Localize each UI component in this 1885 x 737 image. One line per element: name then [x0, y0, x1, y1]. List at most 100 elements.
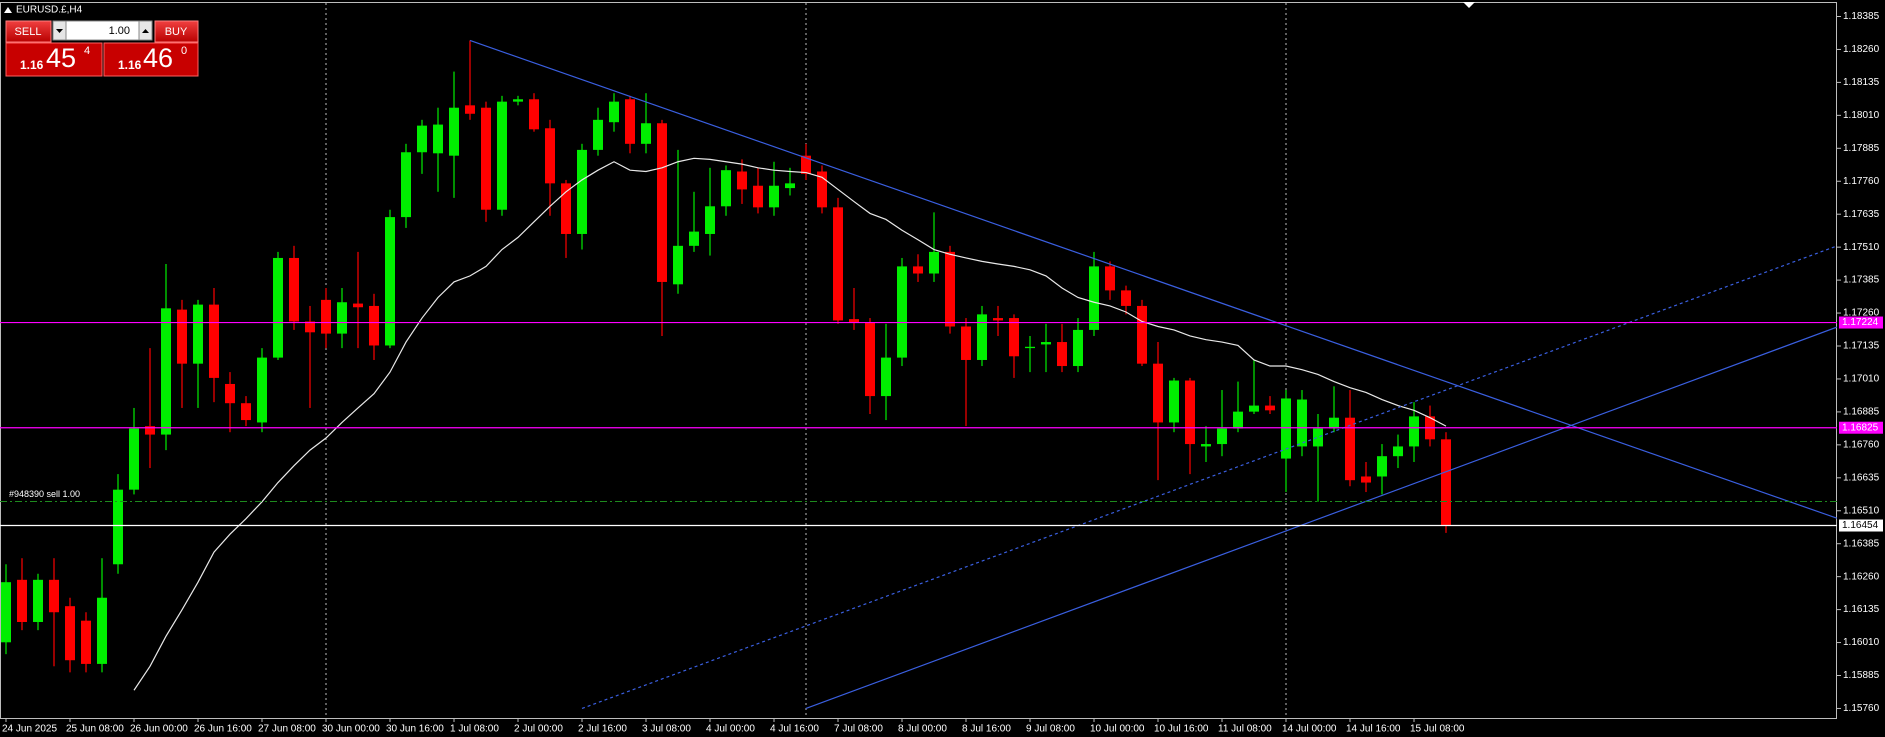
- candle-body: [1169, 380, 1179, 423]
- candle-body: [337, 302, 347, 334]
- x-tick-label: 2 Jul 00:00: [514, 724, 563, 735]
- candle-body: [1, 582, 11, 643]
- candle-body: [737, 171, 747, 190]
- order-label: #948390 sell 1.00: [9, 489, 80, 499]
- x-tick-label: 4 Jul 16:00: [770, 724, 819, 735]
- candle-body: [161, 308, 171, 435]
- x-tick-label: 4 Jul 00:00: [706, 724, 755, 735]
- y-tick-label: 1.17885: [1843, 143, 1880, 154]
- candle-body: [1377, 456, 1387, 477]
- price-tag-label: 1.16454: [1842, 520, 1879, 531]
- x-tick-label: 7 Jul 08:00: [834, 724, 883, 735]
- candle-body: [721, 170, 731, 207]
- candle-body: [385, 217, 395, 346]
- plot-frame: [0, 2, 1837, 719]
- x-tick-label: 30 Jun 16:00: [386, 724, 444, 735]
- collapse-icon[interactable]: [4, 7, 12, 13]
- candle-body: [1313, 428, 1323, 447]
- down-arrow: [56, 29, 63, 33]
- x-tick-label: 9 Jul 08:00: [1026, 724, 1075, 735]
- up-arrow: [142, 29, 149, 33]
- candle-body: [849, 319, 859, 323]
- trend-line: [805, 326, 1837, 710]
- lot-value[interactable]: 1.00: [109, 25, 130, 37]
- price-tag: [1839, 316, 1883, 329]
- trade-panel: SELL 1.00 BUY 1.16 45 4 1.16 46 0: [5, 20, 199, 77]
- x-tick-label: 8 Jul 16:00: [962, 724, 1011, 735]
- candle-body: [753, 185, 763, 208]
- y-tick-label: 1.16135: [1843, 604, 1880, 615]
- candle-body: [593, 119, 603, 150]
- candle-body: [1409, 416, 1419, 447]
- x-tick-label: 2 Jul 16:00: [578, 724, 627, 735]
- candle-body: [1249, 405, 1259, 412]
- candle-body: [817, 171, 827, 208]
- x-tick-label: 1 Jul 08:00: [450, 724, 499, 735]
- ask-big: 46: [143, 43, 173, 73]
- candle-body: [305, 321, 315, 333]
- price-tag: [1839, 519, 1883, 532]
- candle-body: [577, 149, 587, 234]
- x-tick-label: 27 Jun 08:00: [258, 724, 316, 735]
- candle-body: [945, 251, 955, 327]
- x-tick-label: 3 Jul 08:00: [642, 724, 691, 735]
- candle-body: [193, 304, 203, 364]
- candle-body: [1089, 266, 1099, 330]
- candle-body: [1185, 380, 1195, 445]
- x-tick-label: 8 Jul 00:00: [898, 724, 947, 735]
- candle-body: [1105, 266, 1115, 291]
- candle-body: [1201, 444, 1211, 447]
- price-tag-label: 1.16825: [1842, 422, 1879, 433]
- y-tick-label: 1.17135: [1843, 341, 1880, 352]
- candle-body: [897, 266, 907, 358]
- buy-button[interactable]: [154, 20, 199, 43]
- x-tick-label: 14 Jul 16:00: [1346, 724, 1401, 735]
- candle-body: [33, 579, 43, 622]
- candle-body: [321, 299, 331, 334]
- bid-box[interactable]: [5, 42, 103, 77]
- sell-button[interactable]: [5, 20, 52, 43]
- buy-label[interactable]: BUY: [165, 26, 188, 38]
- candle-body: [961, 326, 971, 360]
- symbol-title: EURUSD.£,H4: [16, 5, 83, 16]
- y-tick-label: 1.16260: [1843, 571, 1880, 582]
- candle-body: [369, 305, 379, 346]
- candle-body: [1361, 476, 1371, 483]
- candle-body: [1329, 417, 1339, 429]
- candle-body: [1025, 346, 1035, 349]
- candle-body: [529, 99, 539, 130]
- candle-body: [433, 124, 443, 154]
- ask-box[interactable]: [103, 42, 199, 77]
- candle-body: [17, 579, 27, 622]
- candle-body: [145, 426, 155, 435]
- candle-body: [545, 128, 555, 184]
- y-tick-label: 1.16760: [1843, 439, 1880, 450]
- candle-body: [801, 155, 811, 174]
- y-tick-label: 1.18010: [1843, 110, 1880, 121]
- price-tag-label: 1.17224: [1842, 317, 1879, 328]
- x-tick-label: 11 Jul 08:00: [1218, 724, 1272, 735]
- candle-body: [1233, 411, 1243, 429]
- candle-body: [641, 123, 651, 144]
- candle-body: [609, 101, 619, 123]
- plot-area: [0, 39, 1837, 710]
- y-tick-label: 1.18135: [1843, 77, 1880, 88]
- y-tick-label: 1.17010: [1843, 374, 1880, 385]
- candle-body: [273, 257, 283, 358]
- candle-body: [513, 99, 523, 102]
- trend-line: [581, 245, 1837, 710]
- candle-body: [1393, 446, 1403, 457]
- sell-label[interactable]: SELL: [15, 26, 42, 38]
- y-tick-label: 1.17385: [1843, 275, 1880, 286]
- trend-line: [469, 39, 1837, 519]
- candle-body: [353, 303, 363, 308]
- candle-body: [401, 152, 411, 218]
- ask-sup: 0: [181, 45, 187, 57]
- x-tick-label: 14 Jul 00:00: [1282, 724, 1337, 735]
- ask-prefix: 1.16: [118, 58, 142, 72]
- candle-body: [417, 125, 427, 153]
- candle-body: [65, 606, 75, 661]
